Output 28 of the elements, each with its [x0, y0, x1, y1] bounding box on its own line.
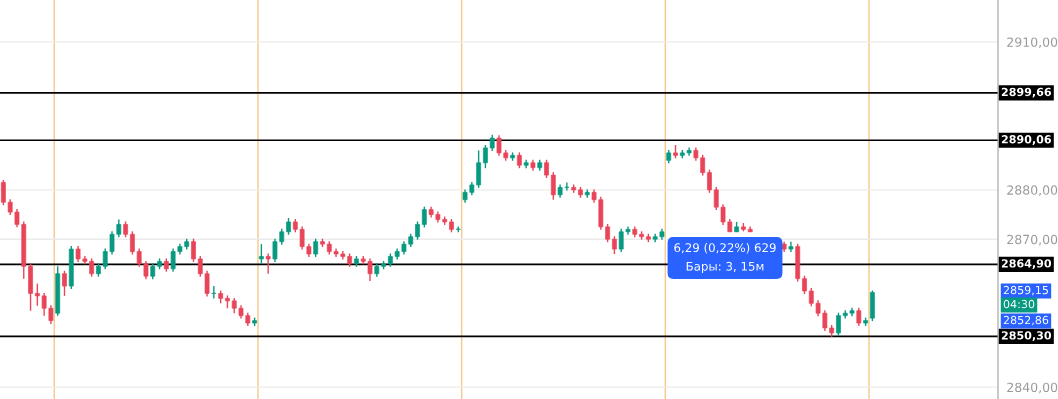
ref-line-label: 2864,90 — [1001, 259, 1052, 269]
text: 2852,86 — [1003, 315, 1049, 326]
text: 2859,15 — [1003, 285, 1048, 296]
text: 04:30 — [1003, 299, 1035, 309]
y-tick-label: 2910,00 — [1007, 37, 1058, 49]
ref-line-label: 2899,66 — [1001, 87, 1051, 98]
candlestick — [313, 238, 319, 258]
candlestick — [856, 307, 862, 327]
candlestick — [707, 168, 712, 194]
candlestick — [265, 252, 271, 275]
candlestick — [836, 311, 841, 337]
candlestick — [258, 243, 264, 265]
annotation: 6,29 (0,22%) 629 — [674, 243, 776, 254]
ref-line-label: 2850,30 — [1001, 331, 1052, 342]
candlestick — [544, 159, 549, 179]
candlestick — [802, 275, 807, 295]
ref-line-label: 2890,06 — [1001, 135, 1051, 145]
annotation: Бары: 3, 15м — [686, 261, 764, 274]
y-tick-label: 2870,00 — [1007, 234, 1058, 246]
candlestick — [62, 270, 67, 297]
y-tick-label: 2880,00 — [1007, 185, 1058, 197]
candlestick — [191, 238, 196, 263]
candlestick — [483, 144, 488, 169]
candlestick — [550, 171, 556, 201]
candlestick — [421, 205, 427, 229]
y-tick-label: 2840,00 — [1007, 382, 1058, 394]
candlestick — [415, 220, 420, 241]
candlestick — [211, 285, 217, 300]
